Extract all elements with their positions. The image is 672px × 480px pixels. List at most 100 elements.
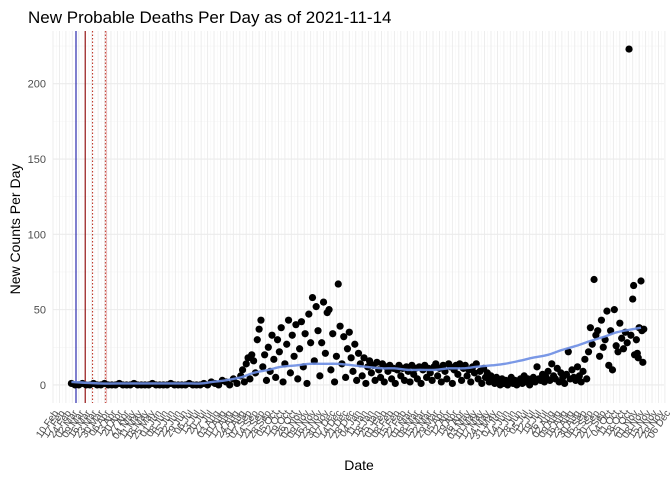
data-point bbox=[362, 379, 370, 388]
data-point bbox=[327, 366, 335, 374]
data-point bbox=[590, 275, 598, 284]
data-point bbox=[632, 336, 640, 344]
data-point bbox=[457, 376, 466, 385]
data-point bbox=[614, 348, 622, 356]
data-point bbox=[594, 327, 602, 335]
data-point bbox=[347, 354, 355, 362]
data-point bbox=[597, 316, 606, 324]
y-tick-labels: 0 50 100 150 200 bbox=[28, 79, 46, 392]
data-point bbox=[334, 280, 342, 288]
data-point bbox=[625, 45, 633, 53]
data-point bbox=[253, 336, 261, 344]
data-point bbox=[568, 366, 576, 374]
data-point bbox=[261, 351, 269, 359]
data-point bbox=[342, 373, 350, 381]
data-point bbox=[283, 340, 291, 348]
data-point bbox=[330, 378, 339, 386]
data-point bbox=[290, 352, 298, 360]
data-point bbox=[586, 324, 594, 332]
data-point bbox=[360, 354, 368, 362]
data-point bbox=[380, 378, 388, 386]
x-axis-title: Date bbox=[344, 457, 374, 473]
data-point bbox=[454, 370, 462, 378]
reference-lines bbox=[75, 31, 107, 403]
data-point bbox=[599, 343, 607, 351]
data-point bbox=[358, 372, 366, 380]
data-point bbox=[340, 333, 348, 341]
data-point bbox=[639, 358, 647, 366]
data-point bbox=[406, 378, 414, 386]
y-tick-label: 0 bbox=[40, 380, 46, 392]
data-point bbox=[268, 331, 276, 339]
data-point bbox=[351, 340, 359, 348]
data-point bbox=[277, 324, 285, 332]
data-point bbox=[618, 334, 626, 342]
data-point bbox=[264, 343, 272, 351]
data-point bbox=[303, 379, 311, 388]
data-point bbox=[439, 361, 447, 369]
data-point bbox=[279, 378, 287, 386]
data-point bbox=[286, 369, 295, 377]
data-point bbox=[270, 355, 278, 363]
data-point bbox=[629, 295, 637, 303]
chart-title: New Probable Deaths Per Day as of 2021-1… bbox=[28, 8, 392, 27]
data-point bbox=[533, 363, 541, 371]
data-point bbox=[616, 319, 624, 327]
data-point bbox=[305, 310, 313, 318]
data-point bbox=[308, 293, 317, 302]
data-point bbox=[259, 363, 267, 371]
data-point bbox=[242, 360, 250, 368]
data-point bbox=[612, 342, 620, 350]
data-point bbox=[437, 378, 445, 386]
data-point bbox=[391, 379, 399, 388]
data-point bbox=[588, 340, 596, 348]
data-point bbox=[443, 375, 451, 383]
data-point bbox=[238, 366, 247, 374]
data-point bbox=[448, 379, 456, 388]
data-point bbox=[584, 348, 593, 356]
data-point bbox=[623, 339, 631, 347]
data-point bbox=[470, 369, 479, 377]
data-point bbox=[367, 369, 375, 377]
y-tick-label: 200 bbox=[28, 79, 46, 91]
data-point bbox=[548, 360, 556, 368]
data-point bbox=[595, 352, 604, 360]
data-point bbox=[312, 303, 320, 311]
data-point bbox=[561, 379, 569, 388]
data-point bbox=[634, 354, 642, 362]
y-tick-label: 100 bbox=[28, 229, 46, 241]
data-point bbox=[564, 348, 572, 356]
data-point bbox=[579, 367, 587, 375]
data-point bbox=[249, 357, 258, 365]
data-point bbox=[343, 345, 352, 353]
data-point bbox=[226, 381, 234, 389]
data-point bbox=[318, 339, 326, 347]
data-point bbox=[272, 373, 280, 381]
data-point bbox=[345, 328, 353, 336]
data-point bbox=[336, 322, 344, 330]
data-point bbox=[373, 358, 381, 366]
data-point bbox=[581, 355, 589, 363]
data-point bbox=[583, 375, 591, 383]
data-point bbox=[240, 378, 248, 386]
data-point bbox=[630, 281, 638, 290]
data-point bbox=[577, 378, 585, 386]
data-point bbox=[463, 372, 471, 380]
data-point bbox=[273, 336, 282, 344]
data-point bbox=[288, 331, 296, 339]
data-point bbox=[329, 330, 337, 338]
data-point bbox=[434, 372, 442, 380]
data-point bbox=[301, 330, 309, 338]
data-point bbox=[544, 367, 552, 375]
smooth-trend-line bbox=[71, 326, 642, 385]
data-point bbox=[307, 339, 315, 347]
data-point bbox=[349, 367, 357, 375]
data-point bbox=[246, 375, 254, 383]
data-point bbox=[275, 348, 283, 356]
data-point bbox=[257, 316, 265, 324]
data-point bbox=[296, 345, 304, 353]
data-point bbox=[353, 376, 361, 385]
